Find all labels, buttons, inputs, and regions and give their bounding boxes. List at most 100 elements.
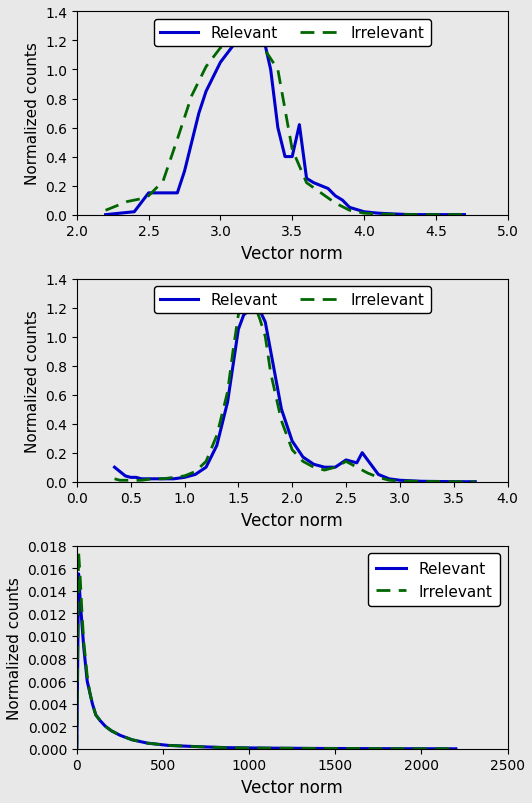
Irrelevant: [77, 575, 84, 585]
Irrelevant: [203, 63, 209, 72]
Relevant: [361, 208, 367, 218]
Irrelevant: [231, 37, 238, 47]
Relevant: [461, 477, 468, 487]
X-axis label: Vector norm: Vector norm: [242, 245, 343, 263]
Irrelevant: [278, 417, 285, 426]
Legend: Relevant, Irrelevant: Relevant, Irrelevant: [154, 287, 431, 314]
Irrelevant: [117, 731, 123, 740]
Relevant: [346, 203, 353, 213]
Irrelevant: [87, 687, 93, 697]
Irrelevant: [257, 315, 263, 324]
Relevant: [230, 361, 236, 371]
Relevant: [389, 210, 396, 219]
Relevant: [138, 475, 145, 484]
Irrelevant: [131, 196, 137, 206]
Irrelevant: [165, 740, 171, 750]
Relevant: [145, 189, 152, 198]
Irrelevant: [191, 742, 197, 752]
Irrelevant: [263, 744, 270, 753]
Irrelevant: [160, 475, 166, 484]
Irrelevant: [440, 477, 446, 487]
Irrelevant: [472, 477, 478, 487]
Irrelevant: [97, 715, 103, 725]
Irrelevant: [303, 178, 310, 188]
Irrelevant: [138, 476, 145, 486]
Irrelevant: [311, 463, 317, 472]
Irrelevant: [260, 44, 267, 54]
Relevant: [144, 739, 151, 748]
Irrelevant: [386, 476, 392, 486]
Relevant: [303, 174, 310, 184]
Irrelevant: [144, 739, 151, 748]
Irrelevant: [149, 475, 155, 484]
Irrelevant: [332, 463, 338, 472]
Relevant: [191, 742, 197, 752]
Relevant: [79, 620, 85, 630]
Irrelevant: [117, 476, 123, 486]
Irrelevant: [235, 311, 242, 320]
Relevant: [89, 699, 96, 708]
Relevant: [325, 185, 331, 194]
Irrelevant: [181, 471, 188, 481]
Irrelevant: [321, 466, 328, 475]
Irrelevant: [332, 199, 338, 209]
Relevant: [235, 325, 242, 335]
Irrelevant: [124, 198, 130, 207]
Y-axis label: Normalized counts: Normalized counts: [24, 43, 39, 185]
Relevant: [339, 196, 346, 206]
Irrelevant: [145, 192, 152, 202]
Relevant: [160, 475, 166, 484]
Relevant: [129, 735, 135, 744]
Relevant: [332, 192, 338, 202]
Irrelevant: [453, 744, 459, 754]
Relevant: [433, 210, 439, 220]
Relevant: [300, 453, 306, 463]
Relevant: [397, 476, 403, 486]
Relevant: [418, 210, 425, 220]
Irrelevant: [418, 210, 425, 220]
Irrelevant: [461, 477, 468, 487]
Relevant: [93, 710, 99, 719]
Relevant: [268, 66, 274, 75]
Relevant: [384, 744, 390, 753]
Irrelevant: [73, 744, 80, 754]
Relevant: [165, 740, 171, 750]
Irrelevant: [246, 32, 252, 42]
Relevant: [217, 59, 223, 68]
Line: Irrelevant: Irrelevant: [105, 37, 464, 215]
Relevant: [251, 304, 257, 313]
Relevant: [404, 210, 410, 220]
Relevant: [296, 120, 303, 130]
Relevant: [447, 210, 453, 220]
Relevant: [253, 30, 260, 39]
Irrelevant: [174, 135, 180, 145]
Relevant: [260, 34, 267, 43]
Irrelevant: [93, 710, 99, 719]
Irrelevant: [89, 699, 96, 708]
Irrelevant: [225, 387, 231, 397]
Relevant: [80, 642, 87, 652]
Irrelevant: [76, 547, 82, 556]
Irrelevant: [251, 300, 257, 310]
Relevant: [364, 455, 371, 465]
Irrelevant: [361, 209, 367, 218]
Relevant: [87, 687, 93, 697]
Line: Relevant: Relevant: [114, 308, 475, 482]
Relevant: [257, 306, 263, 316]
Relevant: [82, 659, 89, 669]
Irrelevant: [80, 637, 87, 646]
Relevant: [315, 744, 321, 753]
Relevant: [102, 210, 109, 220]
Irrelevant: [404, 210, 410, 220]
Irrelevant: [102, 206, 109, 216]
Relevant: [117, 731, 123, 740]
Irrelevant: [364, 469, 371, 479]
Y-axis label: Normalized counts: Normalized counts: [24, 309, 39, 452]
Line: Relevant: Relevant: [77, 574, 456, 749]
Relevant: [122, 471, 129, 481]
Relevant: [240, 311, 247, 320]
Irrelevant: [418, 477, 425, 487]
Irrelevant: [289, 446, 295, 455]
Irrelevant: [110, 203, 116, 213]
Irrelevant: [461, 210, 468, 220]
